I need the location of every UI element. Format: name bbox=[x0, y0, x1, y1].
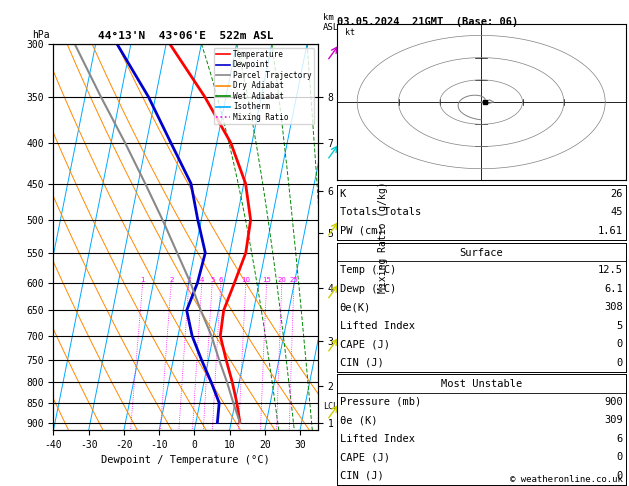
Y-axis label: Mixing Ratio (g/kg): Mixing Ratio (g/kg) bbox=[377, 181, 387, 293]
Text: 1.61: 1.61 bbox=[598, 226, 623, 236]
Text: 0: 0 bbox=[616, 339, 623, 349]
Text: 3: 3 bbox=[187, 277, 191, 283]
Text: 5: 5 bbox=[210, 277, 214, 283]
Text: PW (cm): PW (cm) bbox=[340, 226, 384, 236]
X-axis label: Dewpoint / Temperature (°C): Dewpoint / Temperature (°C) bbox=[101, 455, 270, 466]
Text: 0: 0 bbox=[616, 471, 623, 481]
Text: 2: 2 bbox=[169, 277, 174, 283]
Text: 0: 0 bbox=[616, 358, 623, 367]
Text: θe(K): θe(K) bbox=[340, 302, 371, 312]
Text: θe (K): θe (K) bbox=[340, 416, 377, 425]
Text: Temp (°C): Temp (°C) bbox=[340, 265, 396, 275]
Text: kt: kt bbox=[345, 28, 355, 37]
Text: 6: 6 bbox=[616, 434, 623, 444]
Text: 4: 4 bbox=[199, 277, 204, 283]
Text: CAPE (J): CAPE (J) bbox=[340, 452, 389, 462]
Text: 0: 0 bbox=[616, 452, 623, 462]
Text: hPa: hPa bbox=[32, 30, 50, 40]
Text: 45: 45 bbox=[610, 208, 623, 217]
Text: Dewp (°C): Dewp (°C) bbox=[340, 284, 396, 294]
Text: Lifted Index: Lifted Index bbox=[340, 434, 415, 444]
Text: © weatheronline.co.uk: © weatheronline.co.uk bbox=[510, 474, 623, 484]
Text: Most Unstable: Most Unstable bbox=[440, 380, 522, 389]
Text: 309: 309 bbox=[604, 416, 623, 425]
Text: CIN (J): CIN (J) bbox=[340, 358, 384, 367]
Text: 6.1: 6.1 bbox=[604, 284, 623, 294]
Text: Surface: Surface bbox=[459, 248, 503, 258]
Text: Lifted Index: Lifted Index bbox=[340, 321, 415, 330]
Text: LCL: LCL bbox=[323, 401, 338, 411]
Text: 03.05.2024  21GMT  (Base: 06): 03.05.2024 21GMT (Base: 06) bbox=[337, 17, 518, 27]
Text: 20: 20 bbox=[277, 277, 286, 283]
Text: 12.5: 12.5 bbox=[598, 265, 623, 275]
Text: 25: 25 bbox=[289, 277, 298, 283]
Text: 26: 26 bbox=[610, 189, 623, 199]
Text: 10: 10 bbox=[242, 277, 250, 283]
Text: K: K bbox=[340, 189, 346, 199]
Text: 308: 308 bbox=[604, 302, 623, 312]
Text: km
ASL: km ASL bbox=[323, 13, 339, 32]
Legend: Temperature, Dewpoint, Parcel Trajectory, Dry Adiabat, Wet Adiabat, Isotherm, Mi: Temperature, Dewpoint, Parcel Trajectory… bbox=[214, 48, 314, 124]
Text: 44°13'N  43°06'E  522m ASL: 44°13'N 43°06'E 522m ASL bbox=[97, 31, 274, 41]
Text: Totals Totals: Totals Totals bbox=[340, 208, 421, 217]
Text: 1: 1 bbox=[140, 277, 145, 283]
Text: 5: 5 bbox=[616, 321, 623, 330]
Text: 6: 6 bbox=[218, 277, 223, 283]
Text: 900: 900 bbox=[604, 397, 623, 407]
Text: CIN (J): CIN (J) bbox=[340, 471, 384, 481]
Text: CAPE (J): CAPE (J) bbox=[340, 339, 389, 349]
Text: 15: 15 bbox=[262, 277, 271, 283]
Text: Pressure (mb): Pressure (mb) bbox=[340, 397, 421, 407]
